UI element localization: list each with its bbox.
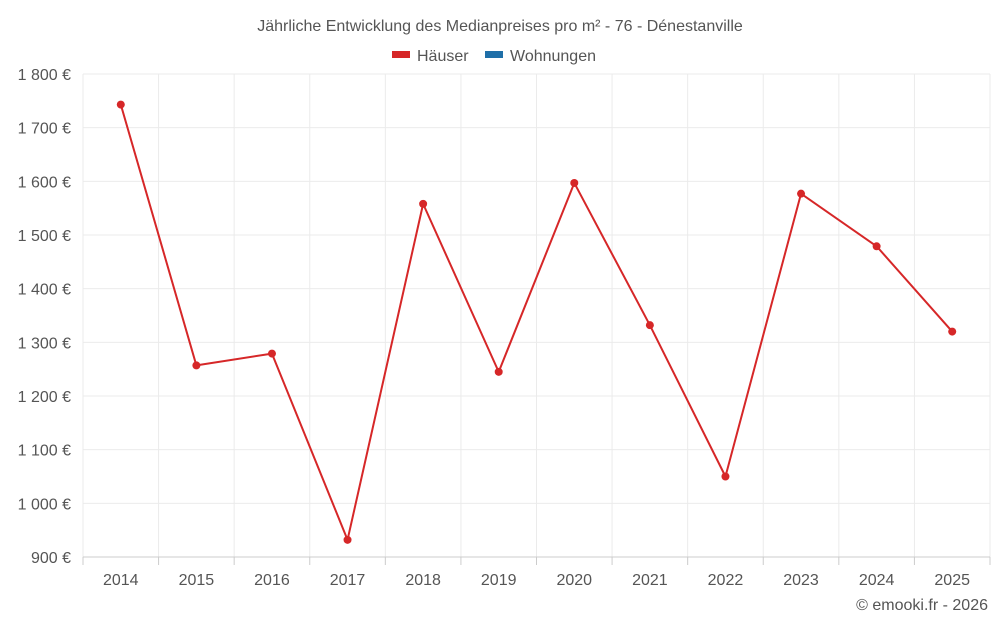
x-tick-label: 2019: [481, 572, 517, 589]
y-tick-label: 1 800 €: [18, 67, 71, 84]
x-tick-label: 2023: [783, 572, 819, 589]
legend: Häuser Wohnungen: [392, 48, 596, 65]
y-tick-label: 1 600 €: [18, 174, 71, 191]
data-point[interactable]: [494, 367, 503, 376]
x-tick-label: 2024: [859, 572, 895, 589]
data-point[interactable]: [192, 361, 201, 370]
data-point[interactable]: [419, 199, 428, 208]
grid: [82, 73, 991, 558]
x-tick-label: 2018: [405, 572, 441, 589]
legend-label: Häuser: [417, 48, 469, 65]
y-tick-label: 1 700 €: [18, 121, 71, 138]
data-point[interactable]: [343, 535, 352, 544]
y-tick-label: 1 500 €: [18, 228, 71, 245]
data-point[interactable]: [797, 189, 806, 198]
x-tick-label: 2025: [934, 572, 970, 589]
legend-item[interactable]: Häuser: [392, 48, 469, 65]
legend-label: Wohnungen: [510, 48, 596, 65]
x-tick-label: 2022: [708, 572, 744, 589]
data-point[interactable]: [948, 327, 957, 336]
x-tick-label: 2016: [254, 572, 290, 589]
y-tick-label: 1 200 €: [18, 389, 71, 406]
x-tick-label: 2020: [556, 572, 592, 589]
y-axis-ticks: 900 € 1 000 € 1 100 € 1 200 € 1 300 € 1 400 €…: [18, 67, 71, 567]
series-layer: [116, 100, 957, 544]
data-point[interactable]: [645, 321, 654, 330]
x-tick-label: 2014: [103, 572, 139, 589]
legend-swatch: [392, 51, 410, 58]
legend-item[interactable]: Wohnungen: [485, 48, 596, 65]
data-point[interactable]: [721, 472, 730, 481]
chart-title: Jährliche Entwicklung des Medianpreises …: [257, 18, 743, 35]
x-axis-ticks: 2014 2015 2016 2017 2018 2019 2020 2021 2022 2023…: [82, 557, 991, 589]
series-line: [119, 104, 953, 541]
y-tick-label: 900 €: [31, 550, 71, 567]
data-point[interactable]: [570, 178, 579, 187]
credit-text: © emooki.fr - 2026: [856, 597, 988, 614]
data-point[interactable]: [116, 100, 125, 109]
y-tick-label: 1 000 €: [18, 496, 71, 513]
data-point[interactable]: [872, 242, 881, 251]
x-tick-label: 2017: [330, 572, 366, 589]
y-tick-label: 1 300 €: [18, 335, 71, 352]
y-tick-label: 1 400 €: [18, 282, 71, 299]
x-tick-label: 2015: [179, 572, 215, 589]
legend-swatch: [485, 51, 503, 58]
x-tick-label: 2021: [632, 572, 668, 589]
data-point[interactable]: [267, 349, 276, 358]
y-tick-label: 1 100 €: [18, 443, 71, 460]
